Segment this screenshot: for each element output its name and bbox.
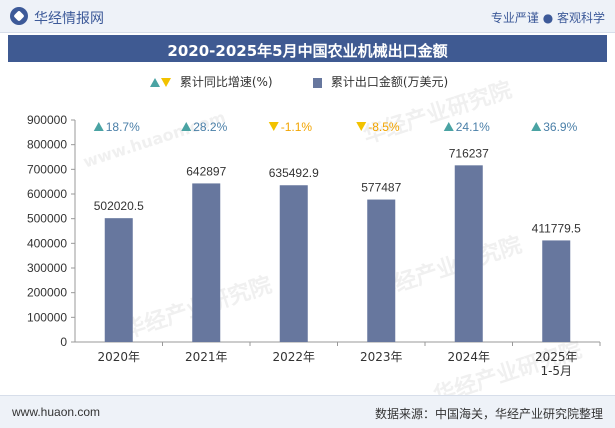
y-tick-label: 400000 [27, 236, 67, 250]
bar-value-label: 411779.5 [532, 221, 581, 235]
bar-value-label: 642897 [186, 164, 226, 178]
y-tick-label: 500000 [27, 212, 67, 226]
y-tick-label: 200000 [27, 286, 67, 300]
legend-swatch-export [313, 77, 322, 88]
growth-up-marker [531, 122, 542, 131]
bar [279, 185, 308, 342]
y-tick-label: 300000 [27, 261, 67, 275]
site-url: www.huaon.com [12, 405, 101, 419]
bar [192, 183, 221, 342]
growth-value-label: -1.1% [281, 120, 313, 134]
legend: 累计同比增速(%) 累计出口金额(万美元) [0, 73, 615, 93]
x-tick-label: 2025年 [535, 350, 578, 364]
chart-canvas: 0 100000 200000 300000 400000 500000 600000 700… [27, 113, 601, 378]
bar [542, 240, 571, 342]
bar [104, 218, 133, 342]
y-tick-label: 0 [60, 335, 67, 349]
growth-down-marker [356, 122, 367, 131]
y-tick-label: 700000 [27, 162, 67, 176]
footer-bar: www.huaon.com 数据来源：中国海关，华经产业研究院整理 [0, 395, 615, 428]
header-bar: 华经情报网 专业严谨 ● 客观科学 [0, 0, 615, 33]
legend-item-export: 累计出口金额(万美元) [313, 73, 448, 90]
x-tick-label: 2020年 [97, 350, 140, 364]
x-tick-label: 2022年 [272, 350, 315, 364]
y-tick-label: 100000 [27, 310, 67, 324]
triangle-up-icon [150, 78, 160, 87]
growth-value-label: 28.2% [193, 120, 227, 134]
legend-item-growth: 累计同比增速(%) [150, 73, 273, 90]
growth-down-marker [268, 122, 279, 131]
growth-up-marker [181, 122, 192, 131]
y-tick-label: 800000 [27, 138, 67, 152]
x-tick-label: 2023年 [360, 350, 403, 364]
title-bar: 2020-2025年5月中国农业机械出口金额 [8, 35, 607, 62]
x-tick-label: 1-5月 [540, 364, 572, 378]
growth-value-label: 36.9% [543, 120, 577, 134]
legend-label-export: 累计出口金额(万美元) [330, 75, 449, 89]
bar [367, 199, 396, 342]
data-source: 数据来源：中国海关，华经产业研究院整理 [374, 407, 603, 421]
slogan: 专业严谨 ● 客观科学 [490, 11, 605, 25]
y-tick-label: 900000 [27, 113, 67, 127]
growth-up-marker [93, 122, 104, 131]
growth-up-marker [443, 122, 454, 131]
triangle-down-icon [161, 78, 171, 87]
growth-value-label: 18.7% [106, 120, 140, 134]
x-tick-label: 2024年 [447, 350, 490, 364]
brand-logo-icon [10, 7, 28, 25]
bar [454, 165, 483, 342]
y-tick-label: 600000 [27, 187, 67, 201]
brand-name: 华经情报网 [34, 11, 104, 27]
growth-value-label: -8.5% [368, 120, 400, 134]
chart-title: 2020-2025年5月中国农业机械出口金额 [167, 42, 448, 60]
bar-value-label: 577487 [361, 181, 401, 195]
legend-label-growth: 累计同比增速(%) [179, 75, 273, 89]
bar-value-label: 635492.9 [269, 166, 319, 180]
bar-value-label: 716237 [449, 146, 489, 160]
x-tick-label: 2021年 [185, 350, 228, 364]
growth-value-label: 24.1% [456, 120, 490, 134]
bar-value-label: 502020.5 [94, 199, 144, 213]
